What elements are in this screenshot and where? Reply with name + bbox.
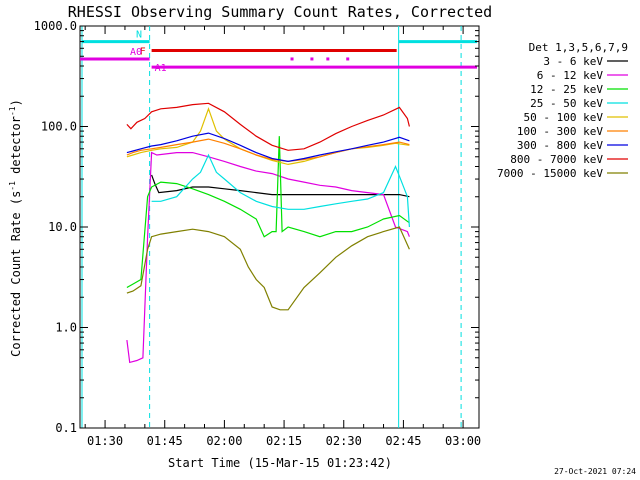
series-line-3 — [151, 153, 410, 228]
x-tick-label-6: 03:00 — [445, 434, 481, 448]
y-axis-label-exp2: -1 — [8, 106, 17, 116]
x-tick-label-1: 01:45 — [147, 434, 183, 448]
x-axis-ticks: 01:30 01:45 02:00 02:15 02:30 02:45 03:00 — [84, 26, 481, 448]
legend-label-0: 3 - 6 keV — [543, 55, 603, 68]
legend-label-8: 7000 - 15000 keV — [497, 167, 603, 180]
y-tick-label-3: 100.0 — [41, 120, 77, 134]
y-tick-label-1: 1.0 — [55, 321, 77, 335]
legend-label-4: 50 - 100 keV — [524, 111, 604, 124]
series-line-2 — [126, 136, 410, 289]
x-tick-label-0: 01:30 — [87, 434, 123, 448]
legend-title: Det 1,3,5,6,7,9 — [529, 41, 628, 54]
flag-dot-1 — [310, 57, 314, 61]
y-axis-ticks: 0.1 1.0 10.0 100.0 1000.0 — [34, 19, 479, 435]
series-line-6 — [126, 132, 410, 163]
flag-dot-2 — [326, 57, 330, 61]
series-line-7 — [126, 102, 410, 151]
x-axis-label: Start Time (15-Mar-15 01:23:42) — [168, 456, 392, 470]
series-line-4 — [126, 107, 410, 166]
y-tick-label-2: 10.0 — [48, 220, 77, 234]
flag-dot-3 — [346, 57, 350, 61]
flag-dot-0 — [290, 57, 294, 61]
legend-label-6: 300 - 800 keV — [517, 139, 603, 152]
legend-label-1: 6 - 12 keV — [537, 69, 604, 82]
legend-label-5: 100 - 300 keV — [517, 125, 603, 138]
series-line-1 — [126, 151, 410, 364]
timestamp: 27-Oct-2021 07:24 — [554, 467, 636, 476]
series-line-8 — [126, 226, 410, 311]
y-axis-label-tail: detector — [9, 116, 23, 181]
series-line-0 — [151, 174, 410, 198]
x-tick-label-3: 02:15 — [266, 434, 302, 448]
x-tick-label-5: 02:45 — [385, 434, 421, 448]
y-axis-label: Corrected Count Rate (s-1 detector-1) — [8, 99, 23, 357]
y-tick-label-0: 0.1 — [55, 421, 77, 435]
flag-label-3: A1 — [155, 63, 167, 74]
y-tick-label-4: 1000.0 — [34, 19, 77, 33]
legend-label-2: 12 - 25 keV — [530, 83, 603, 96]
x-tick-label-4: 02:30 — [326, 434, 362, 448]
y-axis-label-exp1: -1 — [8, 181, 17, 191]
x-tick-label-2: 02:00 — [206, 434, 242, 448]
flag-label-0: N — [136, 30, 142, 41]
y-axis-label-main: Corrected Count Rate (s — [9, 191, 23, 357]
legend-label-3: 25 - 50 keV — [530, 97, 603, 110]
chart-title: RHESSI Observing Summary Count Rates, Co… — [68, 3, 492, 21]
flag-label-1: F — [140, 47, 146, 58]
y-axis-label-close: ) — [9, 99, 23, 106]
plot-frame — [79, 25, 480, 429]
legend-label-7: 800 - 7000 keV — [510, 153, 603, 166]
flag-label-2: A0 — [130, 47, 142, 58]
series-line-5 — [126, 138, 410, 163]
